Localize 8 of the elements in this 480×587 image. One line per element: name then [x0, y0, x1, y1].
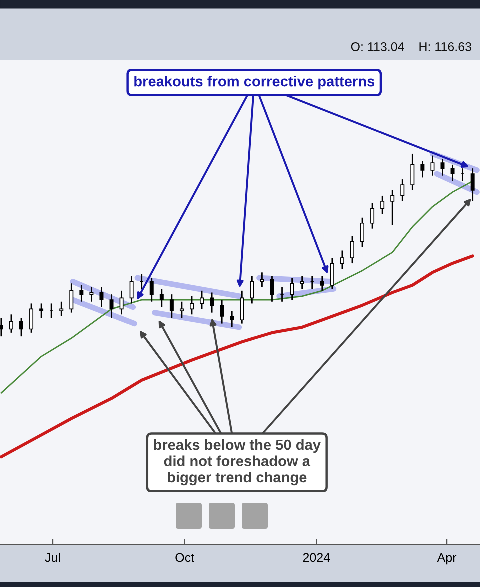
x-tick-label: Oct [176, 553, 194, 562]
x-tick-label: Apr [437, 553, 457, 565]
text: H: 116.63 [420, 42, 472, 52]
annotation: breaks below the 50 day did not foreshadow a bigger trend change [154, 439, 321, 486]
x-tick-label: 2024 [303, 553, 330, 562]
x-tick-label: Jul [45, 552, 60, 562]
text: O: 113.04 [351, 42, 404, 52]
text: breakouts from corrective patterns [134, 76, 375, 90]
